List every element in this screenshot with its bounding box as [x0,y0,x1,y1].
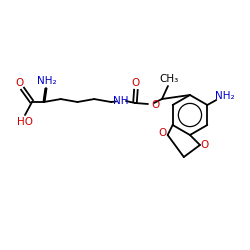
Text: HO: HO [17,117,33,127]
Text: O: O [15,78,23,88]
Text: NH: NH [113,96,129,106]
Text: CH₃: CH₃ [159,74,178,84]
Text: NH₂: NH₂ [216,91,235,101]
Text: O: O [151,100,159,110]
Text: O: O [132,78,140,88]
Polygon shape [42,88,48,102]
Text: NH₂: NH₂ [37,76,57,86]
Text: O: O [158,128,167,138]
Text: O: O [201,140,209,150]
